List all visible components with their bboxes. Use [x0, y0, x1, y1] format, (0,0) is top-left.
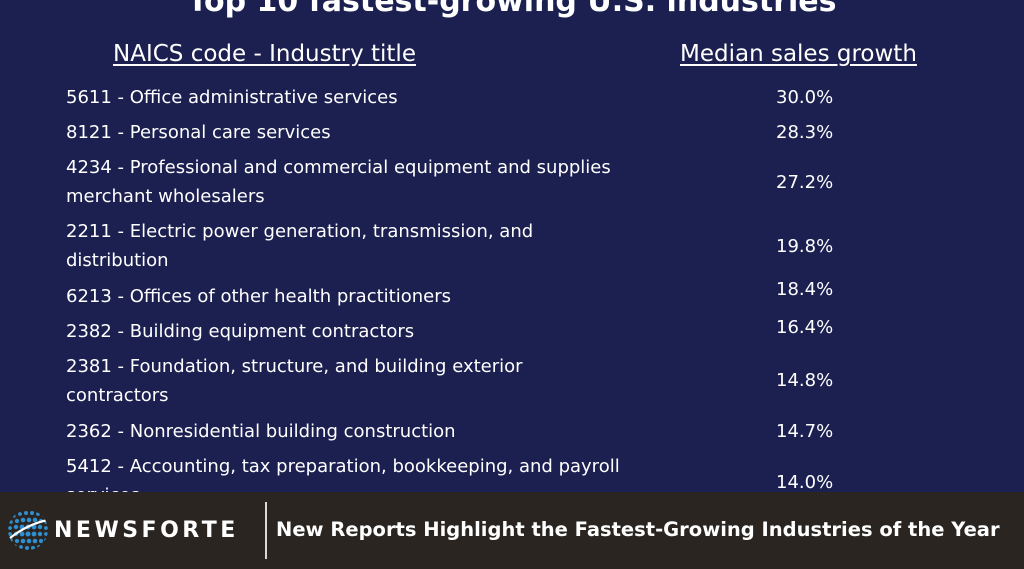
- industry-cell: 5611 - Office administrative services: [66, 87, 398, 108]
- industry-cell: 2362 - Nonresidential building construct…: [66, 421, 456, 442]
- slide-title: Top 10 fastest-growing U.S. industries: [187, 0, 837, 19]
- growth-cell: 16.4%: [776, 317, 834, 338]
- globe-icon: [8, 510, 48, 550]
- growth-cell: 19.8%: [776, 236, 834, 257]
- infographic-slide: Top 10 fastest-growing U.S. industries N…: [66, 0, 917, 492]
- growth-cell: 30.0%: [776, 87, 834, 108]
- industry-cell: 2211 - Electric power generation, transm…: [66, 221, 534, 271]
- industry-cell: 8121 - Personal care services: [66, 122, 331, 143]
- headline-text[interactable]: New Reports Highlight the Fastest-Growin…: [276, 518, 1000, 541]
- footer-divider: [265, 502, 267, 559]
- growth-cell: 28.3%: [776, 122, 834, 143]
- industry-cell: 4234 - Professional and commercial equip…: [66, 157, 611, 207]
- industry-cell: 5412 - Accounting, tax preparation, book…: [66, 456, 620, 492]
- newsforte-logo[interactable]: NEWSFORTE: [6, 507, 239, 553]
- growth-column-header: Median sales growth: [680, 41, 917, 67]
- industry-cell: 2381 - Foundation, structure, and buildi…: [66, 356, 523, 406]
- growth-cell: 18.4%: [776, 279, 834, 300]
- growth-cell: 14.0%: [776, 472, 834, 492]
- growth-cell: 14.7%: [776, 421, 834, 442]
- growth-cell: 14.8%: [776, 370, 834, 391]
- industry-column-header: NAICS code - Industry title: [113, 41, 416, 67]
- growth-cell: 27.2%: [776, 172, 834, 193]
- brand-name: NEWSFORTE: [54, 517, 239, 543]
- industry-cell: 6213 - Offices of other health practitio…: [66, 286, 451, 307]
- footer-banner: NEWSFORTE New Reports Highlight the Fast…: [0, 492, 1024, 569]
- industry-cell: 2382 - Building equipment contractors: [66, 321, 415, 342]
